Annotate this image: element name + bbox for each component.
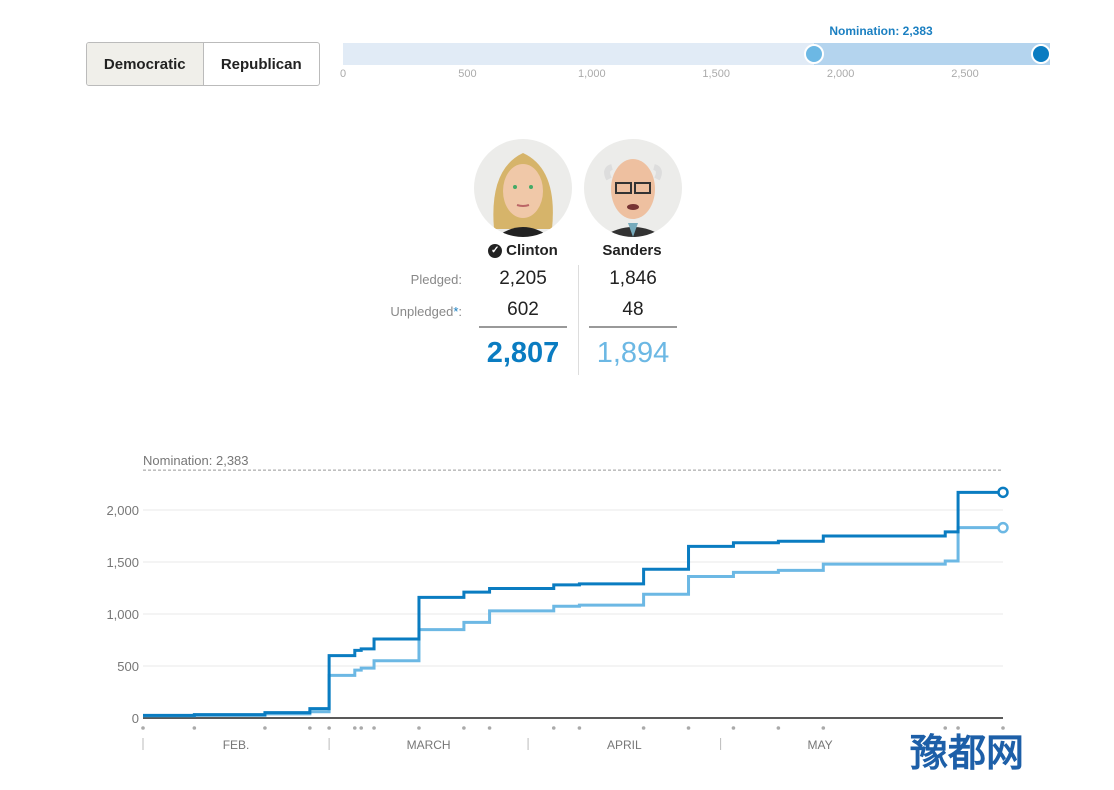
sanders-name: Sanders [602,242,662,259]
contest-dot [821,726,826,730]
y-tick-label: 2,000 [106,503,139,518]
contest-dot [551,726,556,730]
clinton-marker [1031,44,1052,64]
check-circle-icon: ✓ [488,243,503,258]
sanders-sum-rule [589,326,677,328]
y-tick-label: 1,000 [106,607,139,622]
tab-republican[interactable]: Republican [220,55,302,73]
series-end-marker-clinton [997,486,1009,499]
unpledged-text: Unpledged [390,304,454,319]
contest-dot [327,726,331,730]
contest-dot [359,726,364,730]
nomination-line-label: Nomination: 2,383 [143,453,249,468]
party-toggle: Democratic Republican [86,42,320,86]
contest-dot [263,726,267,730]
contest-dot [462,726,466,730]
pledged-label: Pledged: [410,272,462,287]
contest-dot [141,726,145,730]
clinton-pledged: 2,205 [499,268,547,289]
contest-dot [372,726,376,730]
sanders-pledged: 1,846 [609,268,657,289]
y-tick-label: 1,500 [106,555,139,570]
month-label: MARCH [407,738,451,752]
contest-dot [308,726,312,730]
slider-tick-label: 2,000 [826,68,855,80]
contest-dot [192,726,197,730]
delegate-chart: 0 500 1,000 1,500 2,000 Nomination: 2,383 FEB.… [106,453,1009,752]
contest-dot [417,726,421,730]
contest-dot [641,726,646,730]
contest-dot [731,726,736,730]
column-divider [578,265,579,375]
slider-tick-label: 1,500 [702,68,730,80]
month-label: MAY [808,738,833,752]
series-end-marker-sanders [997,521,1009,534]
y-tick-label: 0 [132,711,139,726]
nomination-label: Nomination: 2,383 [829,24,933,38]
month-label: APRIL [607,738,642,752]
sanders-marker [804,44,825,64]
tab-democratic[interactable]: Democratic [87,43,204,85]
slider-tick-label: 500 [458,68,477,80]
month-label: FEB. [223,738,250,752]
clinton-unpledged: 602 [507,299,539,320]
contest-dot [776,726,781,730]
series-line-sanders [143,526,1003,718]
clinton-name-label: Clinton [506,242,558,259]
contest-dot [487,726,492,730]
sanders-portrait [584,139,682,237]
contest-dot [686,726,691,730]
colon: : [458,304,462,319]
slider-tick-label: 0 [339,68,347,80]
sanders-unpledged: 48 [622,299,644,320]
contest-dot [352,726,357,730]
slider-tick-label: 1,000 [578,68,606,80]
sanders-total: 1,894 [596,337,670,369]
contest-dot [1001,726,1005,730]
clinton-sum-rule [479,326,567,328]
clinton-portrait [474,139,572,237]
contest-dot [943,726,948,730]
clinton-name: ✓ Clinton [468,242,578,259]
watermark-logo: 豫都网 [910,730,1025,775]
unpledged-footnote-link[interactable]: * [453,304,459,319]
unpledged-label: Unpledged*: [362,304,462,319]
contest-dot [577,726,582,730]
clinton-total: 2,807 [486,337,560,369]
delegate-slider-gap [814,43,1050,65]
series-line-clinton [143,490,1003,717]
contest-dot [956,726,960,730]
slider-tick-label: 2,500 [951,68,979,80]
y-tick-label: 500 [117,659,139,674]
